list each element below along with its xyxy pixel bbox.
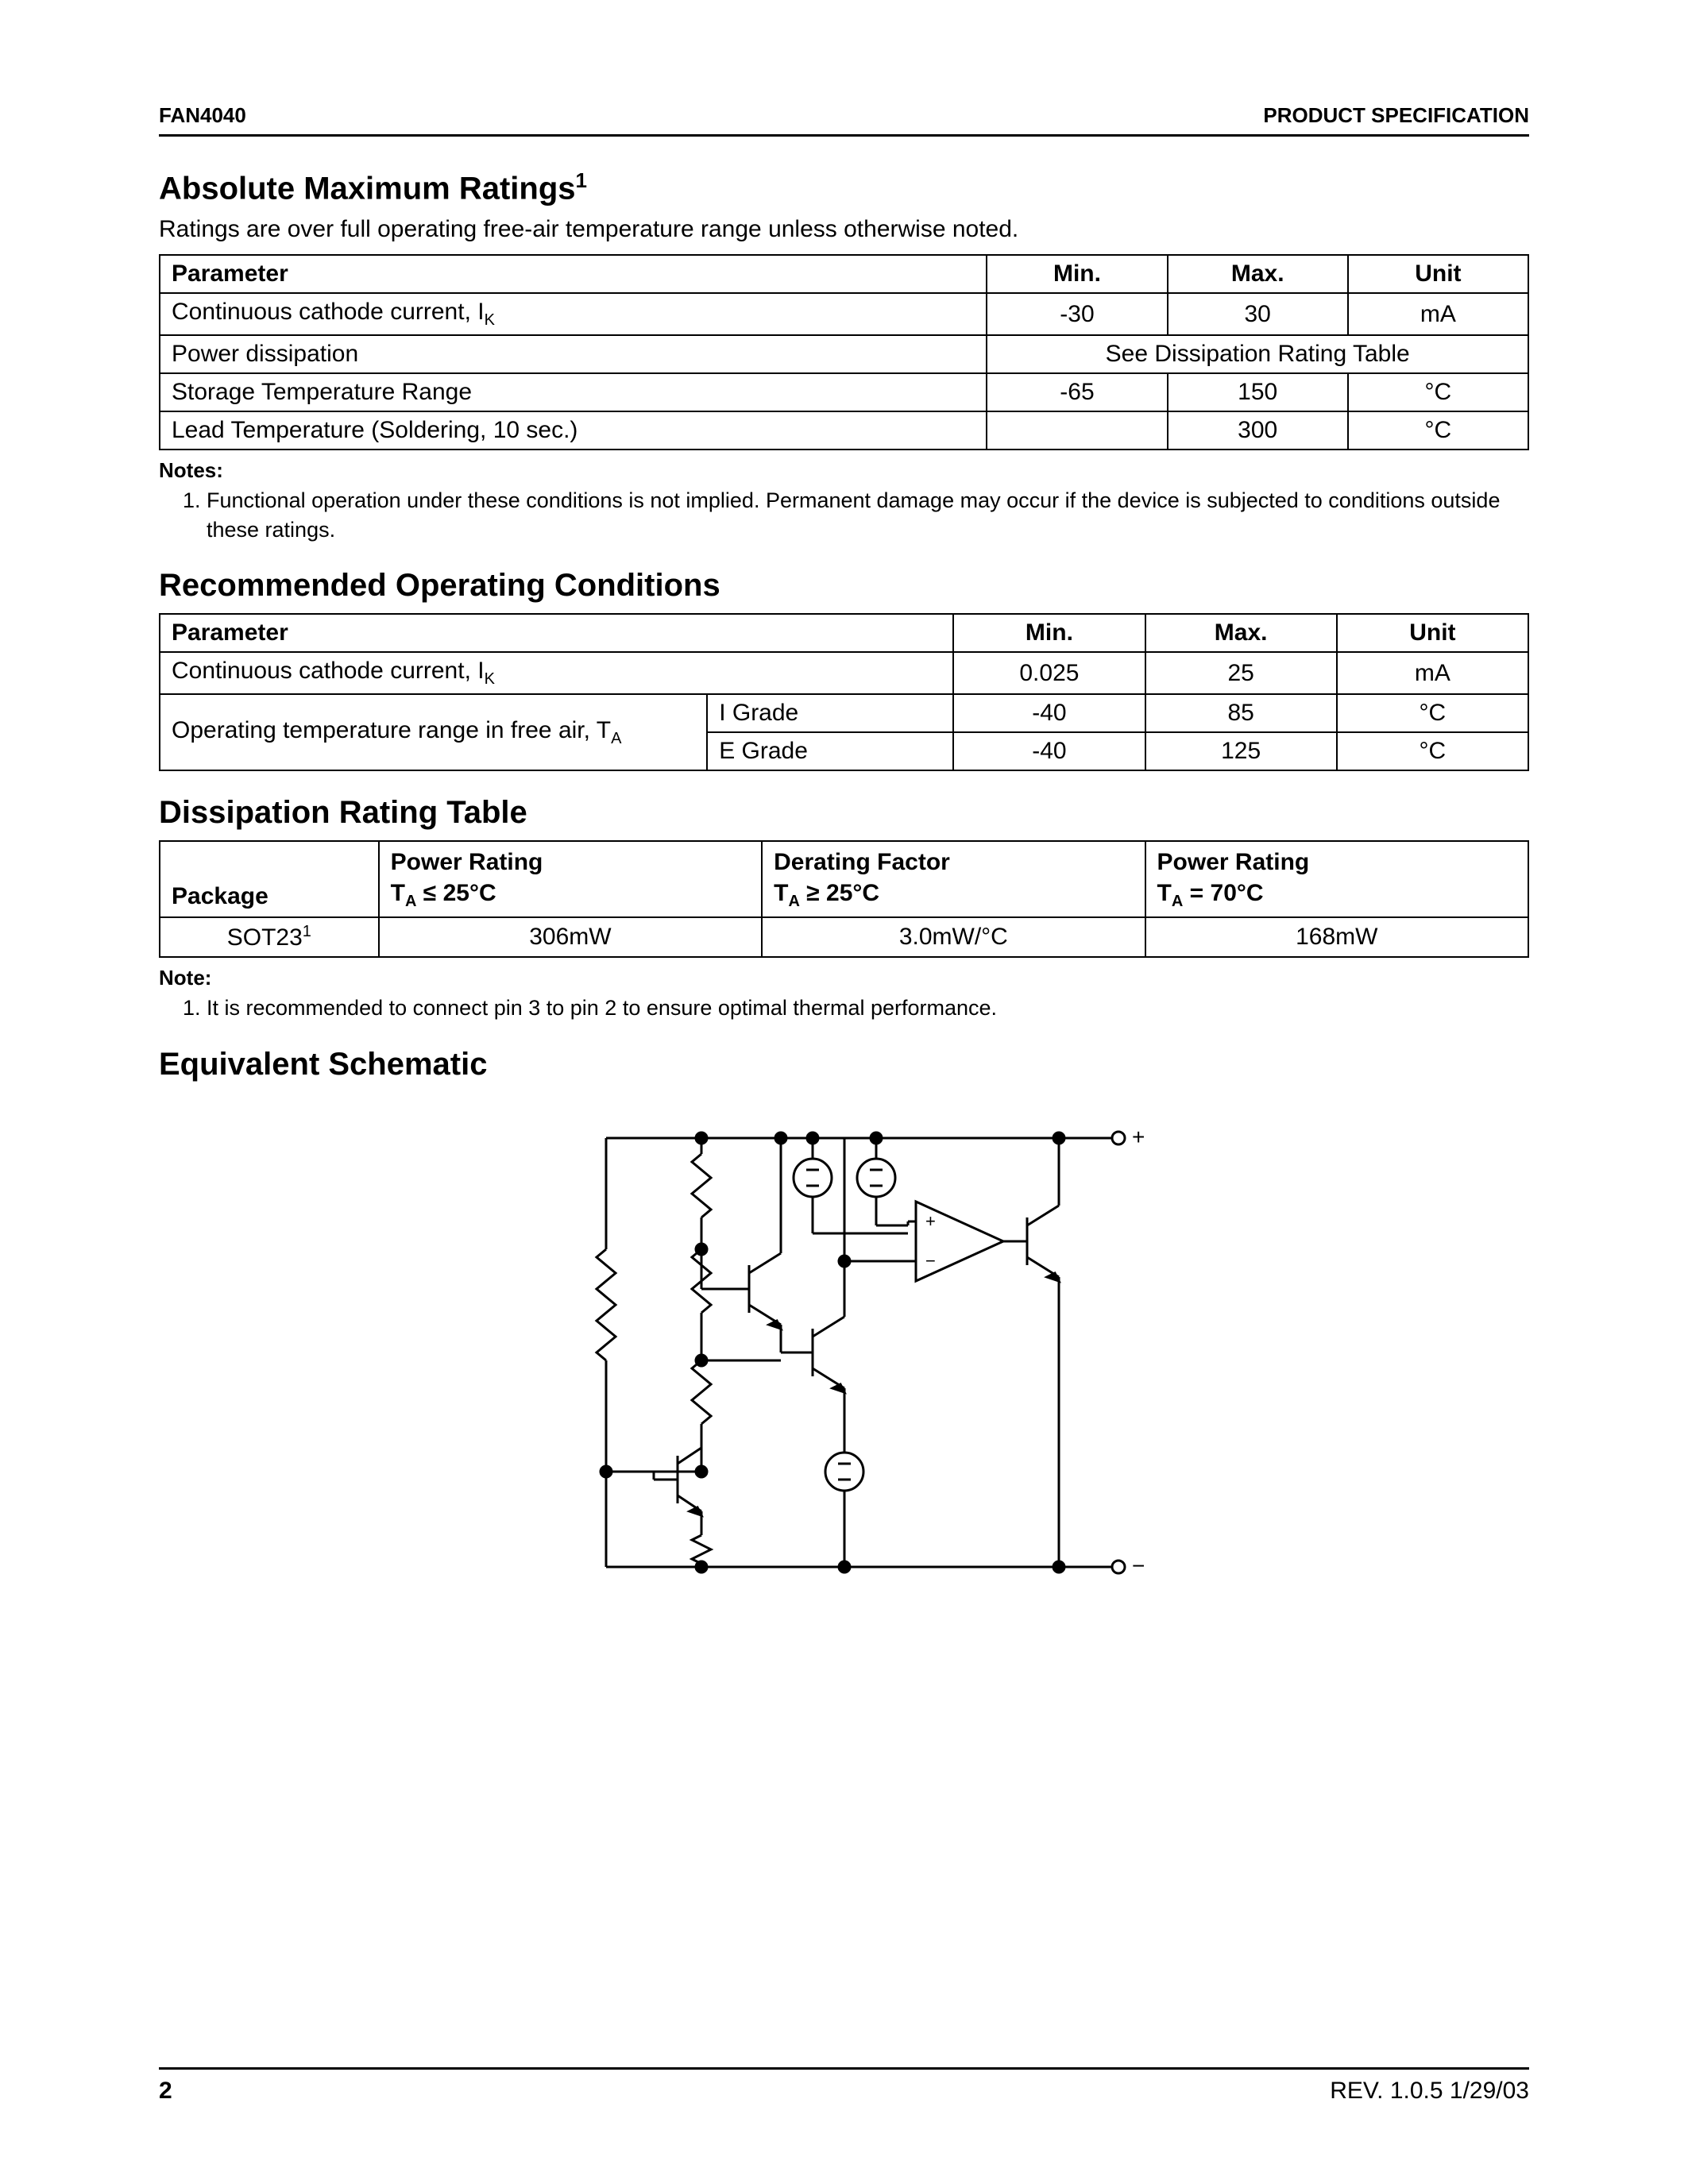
table-row: Continuous cathode current, IK 0.025 25 …: [160, 652, 1528, 694]
cell-grade: I Grade: [707, 694, 953, 732]
hdr-l2: TA = 70°C: [1157, 880, 1264, 906]
title-footnote-ref: 1: [576, 168, 587, 192]
cell-min: -40: [953, 694, 1145, 732]
cell-unit: °C: [1348, 373, 1528, 411]
notes-label: Notes:: [159, 458, 1529, 483]
table-row: Lead Temperature (Soldering, 10 sec.) 30…: [160, 411, 1528, 450]
equivalent-schematic-svg: + − + −: [543, 1106, 1146, 1599]
table-header-row: Parameter Min. Max. Unit: [160, 614, 1528, 652]
note-1: 1. Functional operation under these cond…: [183, 486, 1529, 544]
dissipation-table: Package Power Rating TA ≤ 25°C Derating …: [159, 840, 1529, 958]
table-row: SOT231 306mW 3.0mW/°C 168mW: [160, 917, 1528, 957]
cell-package: SOT231: [160, 917, 379, 957]
col-power-25: Power Rating TA ≤ 25°C: [379, 841, 762, 917]
notes-label: Note:: [159, 966, 1529, 990]
table-header-row: Parameter Min. Max. Unit: [160, 255, 1528, 293]
cell-min: -65: [987, 373, 1167, 411]
cell-max: 150: [1168, 373, 1348, 411]
table-row: Operating temperature range in free air,…: [160, 694, 1528, 732]
col-derating: Derating Factor TA ≥ 25°C: [762, 841, 1145, 917]
cell-param: Continuous cathode current, IK: [160, 652, 953, 694]
cell-unit: °C: [1348, 411, 1528, 450]
cell-unit: mA: [1337, 652, 1528, 694]
cell-max: 300: [1168, 411, 1348, 450]
col-parameter: Parameter: [160, 255, 987, 293]
section-title-rec-op: Recommended Operating Conditions: [159, 568, 1529, 604]
page-header: FAN4040 PRODUCT SPECIFICATION: [159, 103, 1529, 137]
revision-text: REV. 1.0.5 1/29/03: [1330, 2078, 1529, 2105]
col-power-70: Power Rating TA = 70°C: [1145, 841, 1528, 917]
cell-unit: mA: [1348, 293, 1528, 335]
col-unit: Unit: [1337, 614, 1528, 652]
col-max: Max.: [1168, 255, 1348, 293]
cell-param: Lead Temperature (Soldering, 10 sec.): [160, 411, 987, 450]
col-min: Min.: [953, 614, 1145, 652]
hdr-l2: TA ≥ 25°C: [774, 880, 879, 906]
hdr-l2: TA ≤ 25°C: [391, 880, 496, 906]
table-row: Storage Temperature Range -65 150 °C: [160, 373, 1528, 411]
section-title-abs-max: Absolute Maximum Ratings1: [159, 168, 1529, 206]
abs-max-table: Parameter Min. Max. Unit Continuous cath…: [159, 254, 1529, 450]
header-partnum: FAN4040: [159, 103, 246, 128]
table-row: Power dissipation See Dissipation Rating…: [160, 335, 1528, 373]
terminal-plus-label: +: [1132, 1125, 1145, 1149]
note-1: 1. It is recommended to connect pin 3 to…: [183, 994, 1529, 1022]
header-doctype: PRODUCT SPECIFICATION: [1263, 103, 1529, 128]
col-parameter: Parameter: [160, 614, 953, 652]
cell-span: See Dissipation Rating Table: [987, 335, 1528, 373]
section-title-dissipation: Dissipation Rating Table: [159, 795, 1529, 831]
hdr-l1: Derating Factor: [774, 849, 950, 875]
svg-text:+: +: [925, 1211, 936, 1231]
title-text: Absolute Maximum Ratings: [159, 171, 576, 206]
section-title-schematic: Equivalent Schematic: [159, 1047, 1529, 1082]
cell-param: Power dissipation: [160, 335, 987, 373]
cell-max: 85: [1145, 694, 1337, 732]
abs-max-subtitle: Ratings are over full operating free-air…: [159, 216, 1529, 243]
cell-param: Continuous cathode current, IK: [160, 293, 987, 335]
svg-text:−: −: [925, 1251, 936, 1271]
schematic-container: + − + −: [159, 1106, 1529, 1599]
cell-param: Operating temperature range in free air,…: [160, 694, 707, 770]
page-number: 2: [159, 2078, 172, 2105]
cell-min: [987, 411, 1167, 450]
hdr-l1: Power Rating: [1157, 849, 1310, 875]
cell-unit: °C: [1337, 694, 1528, 732]
cell-param: Storage Temperature Range: [160, 373, 987, 411]
cell-max: 30: [1168, 293, 1348, 335]
cell-max: 25: [1145, 652, 1337, 694]
cell-min: -40: [953, 732, 1145, 770]
table-row: Continuous cathode current, IK -30 30 mA: [160, 293, 1528, 335]
cell-df: 3.0mW/°C: [762, 917, 1145, 957]
cell-max: 125: [1145, 732, 1337, 770]
col-min: Min.: [987, 255, 1167, 293]
table-header-row: Package Power Rating TA ≤ 25°C Derating …: [160, 841, 1528, 917]
cell-min: 0.025: [953, 652, 1145, 694]
cell-grade: E Grade: [707, 732, 953, 770]
hdr-l1: Power Rating: [391, 849, 543, 875]
col-package: Package: [160, 841, 379, 917]
terminal-minus-label: −: [1132, 1553, 1145, 1578]
cell-pr25: 306mW: [379, 917, 762, 957]
cell-min: -30: [987, 293, 1167, 335]
cell-unit: °C: [1337, 732, 1528, 770]
page-footer: 2 REV. 1.0.5 1/29/03: [159, 2067, 1529, 2105]
col-unit: Unit: [1348, 255, 1528, 293]
cell-pr70: 168mW: [1145, 917, 1528, 957]
datasheet-page: FAN4040 PRODUCT SPECIFICATION Absolute M…: [0, 0, 1688, 2184]
rec-op-table: Parameter Min. Max. Unit Continuous cath…: [159, 613, 1529, 771]
col-max: Max.: [1145, 614, 1337, 652]
